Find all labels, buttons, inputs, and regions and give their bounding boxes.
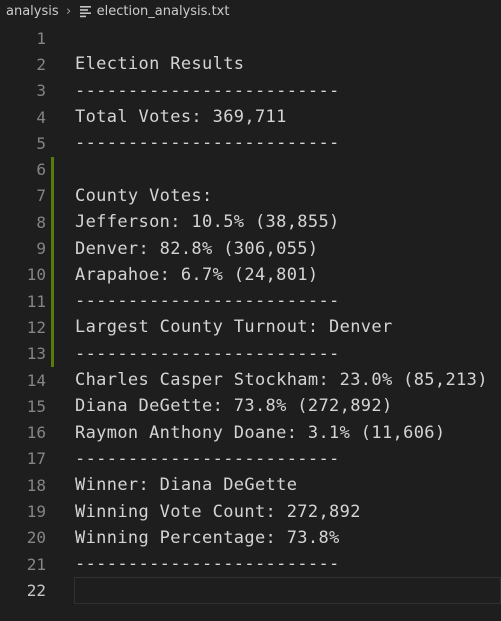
- line-text: Election Results: [75, 54, 245, 75]
- line-number: 20: [26, 528, 46, 548]
- line-number: 6: [36, 160, 46, 180]
- editor-line[interactable]: 1: [0, 25, 501, 51]
- line-text: Jefferson: 10.5% (38,855): [75, 212, 340, 233]
- line-text: Winning Vote Count: 272,892: [75, 501, 361, 522]
- line-number: 2: [36, 54, 46, 74]
- editor-line[interactable]: 13 -------------------------: [0, 341, 501, 367]
- editor-line[interactable]: 6: [0, 157, 501, 183]
- line-text: Diana DeGette: 73.8% (272,892): [75, 396, 393, 417]
- line-number: 19: [26, 502, 46, 522]
- line-text: -------------------------: [75, 133, 340, 154]
- editor-line[interactable]: 8 Jefferson: 10.5% (38,855): [0, 209, 501, 235]
- line-text: Total Votes: 369,711: [75, 107, 287, 128]
- editor-line[interactable]: 7 County Votes:: [0, 183, 501, 209]
- editor-line[interactable]: 9 Denver: 82.8% (306,055): [0, 235, 501, 261]
- breadcrumb-folder[interactable]: analysis: [6, 3, 59, 19]
- editor-line[interactable]: 10 Arapahoe: 6.7% (24,801): [0, 262, 501, 288]
- breadcrumb: analysis › election_analysis.txt: [0, 0, 501, 22]
- line-text: Winner: Diana DeGette: [75, 475, 298, 496]
- line-text: Denver: 82.8% (306,055): [75, 238, 319, 259]
- breadcrumb-file[interactable]: election_analysis.txt: [96, 3, 230, 19]
- line-text: Charles Casper Stockham: 23.0% (85,213): [75, 370, 488, 391]
- editor-line[interactable]: 21 -------------------------: [0, 551, 501, 577]
- line-text: -------------------------: [75, 291, 340, 312]
- line-number: 18: [26, 475, 46, 495]
- editor-line[interactable]: 12 Largest County Turnout: Denver: [0, 314, 501, 340]
- chevron-right-icon: ›: [66, 3, 72, 19]
- editor-line[interactable]: 17 -------------------------: [0, 446, 501, 472]
- text-editor[interactable]: 1 2 Election Results 3 ---------------------…: [0, 22, 501, 621]
- line-number: 17: [26, 449, 46, 469]
- text-file-icon: [79, 4, 93, 18]
- line-number: 8: [36, 212, 46, 232]
- current-line-highlight: [74, 577, 501, 604]
- editor-line[interactable]: 15 Diana DeGette: 73.8% (272,892): [0, 393, 501, 419]
- editor-line[interactable]: 5 -------------------------: [0, 130, 501, 156]
- line-text: Winning Percentage: 73.8%: [75, 527, 340, 548]
- editor-line[interactable]: 18 Winner: Diana DeGette: [0, 472, 501, 498]
- line-number: 11: [26, 291, 46, 311]
- editor-line[interactable]: 19 Winning Vote Count: 272,892: [0, 498, 501, 524]
- line-number: 12: [26, 317, 46, 337]
- line-number: 1: [36, 28, 46, 48]
- line-number: 16: [26, 423, 46, 443]
- line-number: 4: [36, 107, 46, 127]
- line-text: -------------------------: [75, 80, 340, 101]
- line-text: -------------------------: [75, 554, 340, 575]
- line-number: 22: [26, 580, 46, 600]
- line-number: 7: [36, 186, 46, 206]
- editor-line[interactable]: 4 Total Votes: 369,711: [0, 104, 501, 130]
- editor-line[interactable]: 16 Raymon Anthony Doane: 3.1% (11,606): [0, 420, 501, 446]
- line-number: 5: [36, 133, 46, 153]
- line-number: 10: [26, 265, 46, 285]
- line-number: 13: [26, 344, 46, 364]
- line-text: County Votes:: [75, 185, 213, 206]
- line-text: -------------------------: [75, 343, 340, 364]
- modified-lines-gutter-marker[interactable]: [51, 156, 54, 367]
- editor-line[interactable]: 14 Charles Casper Stockham: 23.0% (85,213…: [0, 367, 501, 393]
- line-text: -------------------------: [75, 448, 340, 469]
- line-text: Arapahoe: 6.7% (24,801): [75, 264, 319, 285]
- editor-line[interactable]: 11 -------------------------: [0, 288, 501, 314]
- line-number: 15: [26, 396, 46, 416]
- line-number: 21: [26, 554, 46, 574]
- editor-line[interactable]: 22: [0, 577, 501, 604]
- line-text: Raymon Anthony Doane: 3.1% (11,606): [75, 422, 446, 443]
- editor-line[interactable]: 3 -------------------------: [0, 78, 501, 104]
- line-number: 3: [36, 81, 46, 101]
- line-number: 9: [36, 239, 46, 259]
- line-number: 14: [26, 370, 46, 390]
- editor-line[interactable]: 20 Winning Percentage: 73.8%: [0, 525, 501, 551]
- editor-line[interactable]: 2 Election Results: [0, 51, 501, 77]
- line-text: Largest County Turnout: Denver: [75, 317, 393, 338]
